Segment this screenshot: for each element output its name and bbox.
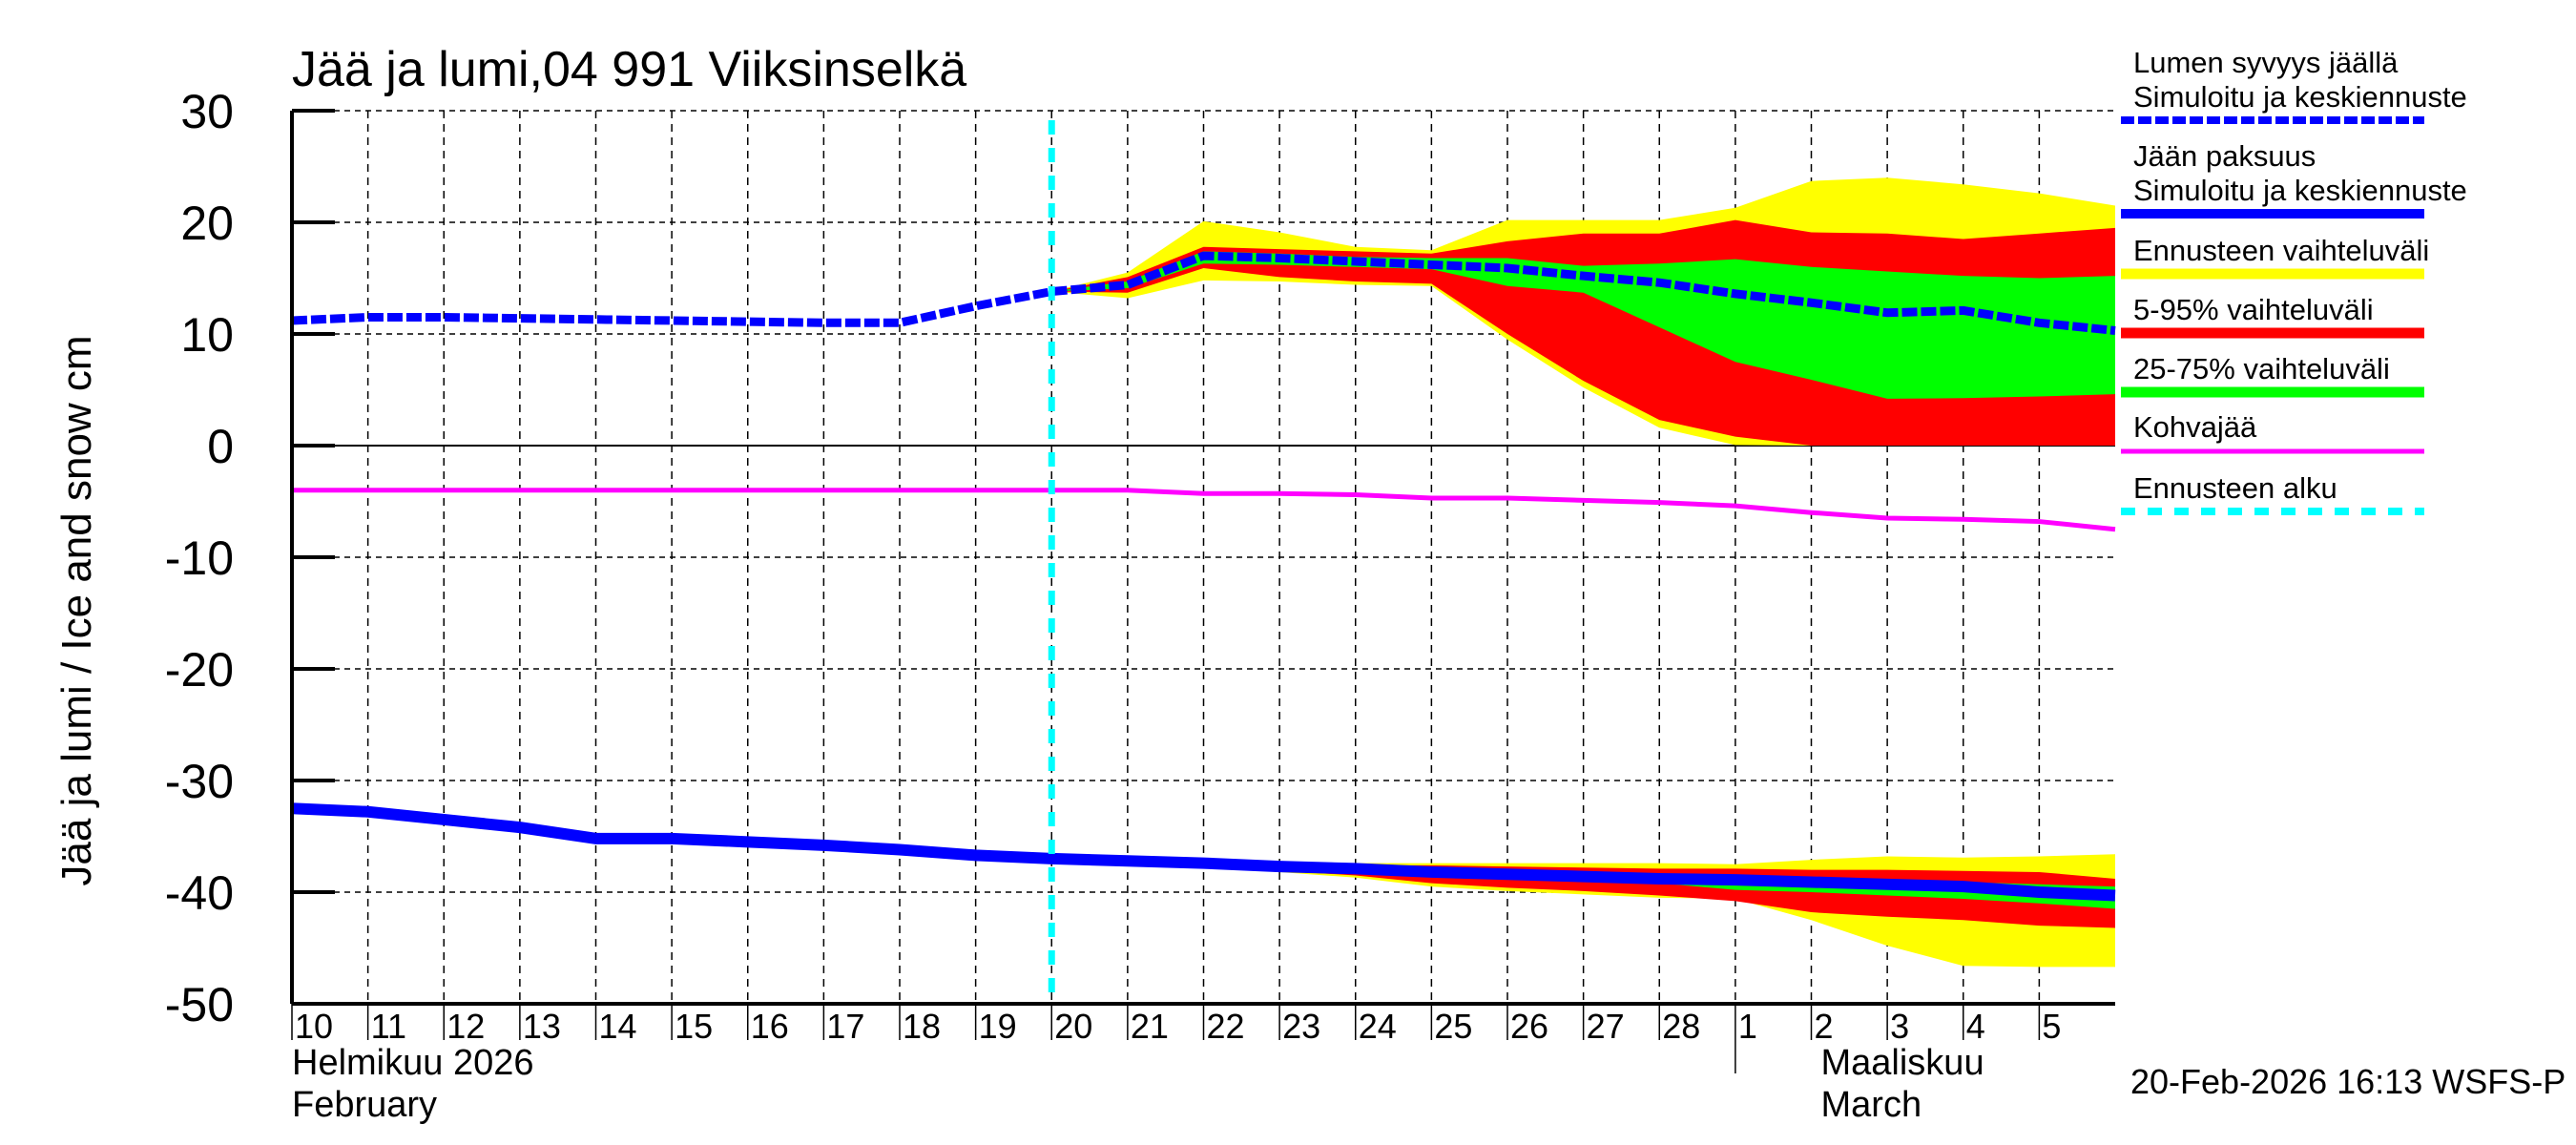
x-tick-label: 14 <box>599 1007 637 1046</box>
x-tick-label: 12 <box>447 1007 485 1046</box>
x-tick-label: 21 <box>1131 1007 1169 1046</box>
y-tick-label: 10 <box>180 308 234 362</box>
x-tick-label: 5 <box>2042 1007 2061 1046</box>
y-tick-label: -10 <box>165 531 234 585</box>
footer-timestamp: 20-Feb-2026 16:13 WSFS-P <box>2130 1062 2566 1101</box>
x-tick-label: 3 <box>1890 1007 1909 1046</box>
month-label: Maaliskuu <box>1821 1043 1984 1083</box>
forecast-bands <box>1051 177 2115 968</box>
y-tick-label: -30 <box>165 755 234 808</box>
slush-ice-line <box>292 488 2116 532</box>
x-tick-label: 19 <box>979 1007 1017 1046</box>
x-tick-label: 25 <box>1434 1007 1472 1046</box>
x-tick-label: 18 <box>903 1007 941 1046</box>
x-tick-label: 11 <box>371 1007 406 1046</box>
x-tick-label: 4 <box>1966 1007 1985 1046</box>
x-tick-label: 27 <box>1587 1007 1625 1046</box>
legend-label: Ennusteen alku <box>2133 471 2337 505</box>
series-lines <box>291 120 2116 1004</box>
x-tick-label: 15 <box>675 1007 713 1046</box>
x-tick-label: 23 <box>1282 1007 1320 1046</box>
y-tick-label: 20 <box>180 197 234 250</box>
x-tick-label: 16 <box>751 1007 789 1046</box>
x-tick-label: 22 <box>1207 1007 1245 1046</box>
x-tick-label: 26 <box>1510 1007 1548 1046</box>
y-tick-label: 30 <box>180 85 234 138</box>
x-tick-label: 28 <box>1662 1007 1700 1046</box>
chart-title: Jää ja lumi,04 991 Viiksinselkä <box>292 42 966 97</box>
month-label-en: March <box>1821 1085 1922 1125</box>
month-label: Helmikuu 2026 <box>292 1043 533 1083</box>
snow-depth-line <box>291 251 2116 335</box>
legend-label: Lumen syvyys jäällä <box>2133 46 2399 79</box>
x-tick-label: 10 <box>295 1007 333 1046</box>
legend-label: 25-75% vaihteluväli <box>2133 352 2390 385</box>
x-tick-label: 24 <box>1359 1007 1397 1046</box>
legend-sublabel: Simuloitu ja keskiennuste <box>2133 80 2467 114</box>
y-axis-label: Jää ja lumi / Ice and snow cm <box>53 335 100 885</box>
legend-sublabel: Simuloitu ja keskiennuste <box>2133 174 2467 207</box>
y-tick-label: 0 <box>207 420 234 473</box>
x-tick-label: 17 <box>826 1007 864 1046</box>
y-tick-label: -20 <box>165 643 234 697</box>
ice-5-95-band <box>1051 858 2115 928</box>
x-tick-label: 13 <box>523 1007 561 1046</box>
snow-25-75-band <box>1051 251 2115 399</box>
y-tick-label: -40 <box>165 866 234 920</box>
ice-thickness-line <box>291 802 2116 902</box>
x-tick-label: 20 <box>1054 1007 1092 1046</box>
x-tick-label: 2 <box>1815 1007 1834 1046</box>
x-tick-label: 1 <box>1738 1007 1757 1046</box>
legend-label: Ennusteen vaihteluväli <box>2133 234 2429 267</box>
month-label-en: February <box>292 1085 437 1125</box>
legend-label: Kohvajää <box>2133 410 2257 444</box>
y-tick-label: -50 <box>165 978 234 1031</box>
legend-label: 5-95% vaihteluväli <box>2133 293 2374 326</box>
legend-label: Jään paksuus <box>2133 139 2316 173</box>
